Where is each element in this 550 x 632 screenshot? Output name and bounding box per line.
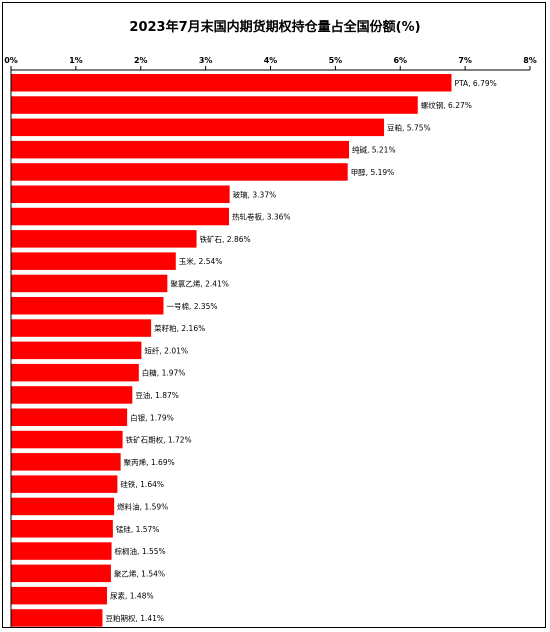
bar [11,497,115,516]
bar-data-label: 尿素, 1.48% [110,591,154,601]
x-tick-label: 5% [329,56,343,65]
bar [11,319,152,337]
x-tick-label: 3% [199,56,213,65]
x-tick-label: 4% [264,56,278,65]
x-tick-label: 6% [393,56,407,65]
bar [11,118,385,137]
bar [11,274,168,293]
bar [11,363,139,382]
bar [11,386,133,404]
bar-data-label: 聚乙烯, 1.54% [114,568,165,578]
x-tick-label: 7% [458,56,472,65]
bar [11,207,229,226]
bar-data-label: 短纤, 2.01% [144,345,188,355]
x-tick-label: 2% [134,56,148,65]
bar [11,252,176,270]
bar-data-label: 甲醇, 5.19% [351,167,395,177]
bar-data-label: 热轧卷板, 3.36% [232,212,291,222]
bar-data-label: 锰硅, 1.57% [116,524,160,534]
bar-data-label: PTA, 6.79% [455,79,497,88]
bar-data-label: 铁矿石, 2.86% [200,234,251,244]
x-tick-label: 8% [523,56,537,65]
bar [11,586,108,605]
bar [11,74,452,92]
bar-data-label: 菜籽粕, 2.16% [154,323,205,333]
chart-title: 2023年7月末国内期货期权持仓量占全国份额(%) [129,20,421,35]
bar-data-label: 豆粕, 5.75% [387,122,431,132]
bar-data-label: 纯碱, 5.21% [352,145,396,155]
bar-data-label: 螺纹钢, 6.27% [421,100,472,110]
bar-data-label: 白糖, 1.97% [142,368,186,378]
bar-data-label: 玻璃, 3.37% [233,189,277,199]
x-tick-label: 0% [4,56,18,65]
bar [11,430,123,449]
bar [11,341,142,360]
bar-data-label: 燃料油, 1.59% [117,501,168,511]
bar [11,408,128,426]
bar [11,297,164,315]
bar [11,609,103,627]
bar-data-label: 豆粕期权, 1.41% [105,613,164,623]
bar [11,163,348,181]
bar-data-label: 豆油, 1.87% [135,390,179,400]
bar-data-label: 白银, 1.79% [130,412,174,422]
bar-data-label: 铁矿石期权, 1.72% [126,435,192,445]
bar-data-label: 硅铁, 1.64% [120,479,164,489]
bar [11,475,118,493]
bar [11,140,349,159]
bar [11,564,111,583]
bar-data-label: 一号棉, 2.35% [166,301,217,311]
bar-data-label: 聚丙烯, 1.69% [124,457,175,467]
bar-data-label: 聚氯乙烯, 2.41% [170,278,229,288]
bar [11,185,230,203]
bar-data-label: 棕榈油, 1.55% [115,546,166,556]
bar-data-label: 玉米, 2.54% [179,256,223,266]
x-tick-label: 1% [69,56,83,65]
bar [11,230,197,248]
bar [11,96,418,114]
bar [11,542,112,560]
bar [11,520,113,538]
bar [11,453,121,471]
